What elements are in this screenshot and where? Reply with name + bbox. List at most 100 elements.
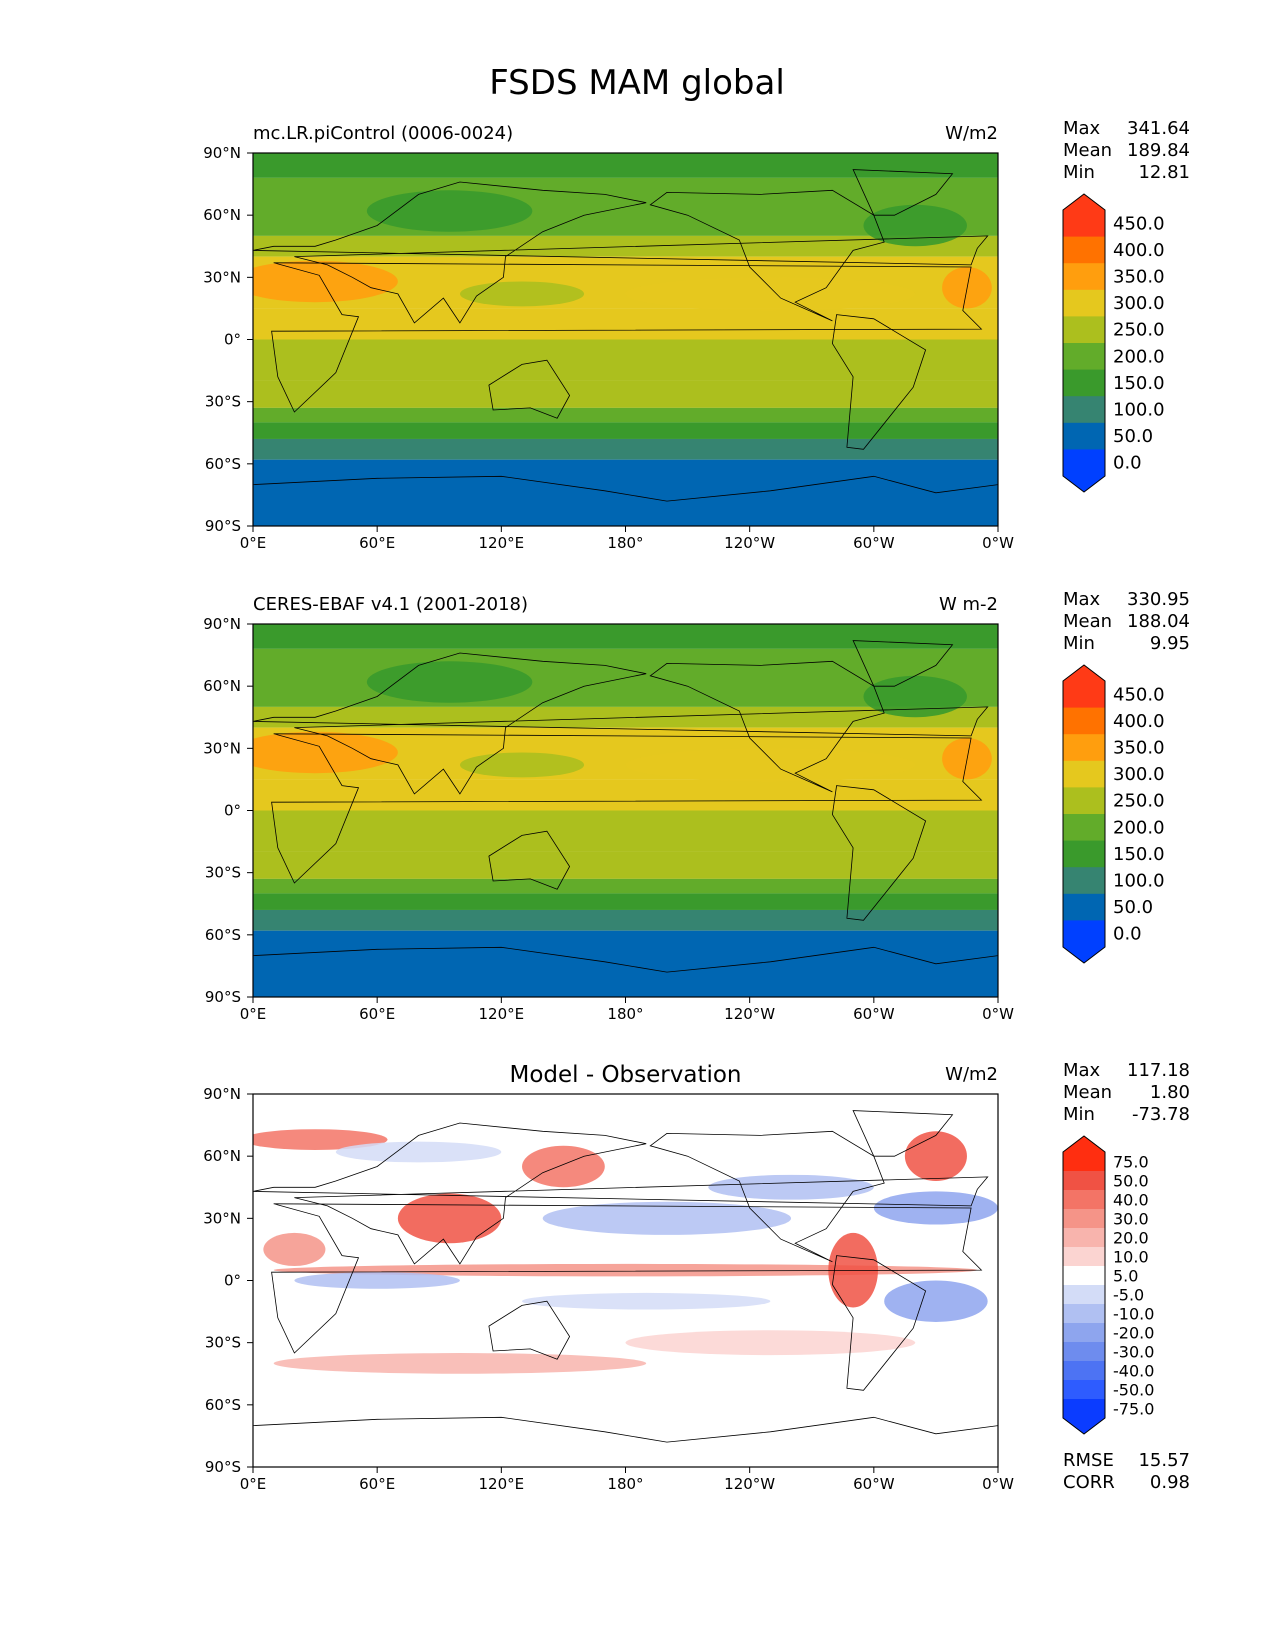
y-tick-label: 60°S bbox=[205, 926, 241, 944]
colorbar-extend-max bbox=[1063, 665, 1105, 681]
colorbar-tick-label: 0.0 bbox=[1113, 924, 1142, 945]
coastline bbox=[852, 1110, 954, 1157]
y-tick-label: 30°S bbox=[205, 1334, 241, 1352]
colorbar-swatch bbox=[1063, 316, 1105, 344]
colorbar-swatch bbox=[1063, 1209, 1105, 1229]
colorbar-swatch bbox=[1063, 920, 1105, 948]
stat-label: Mean bbox=[1063, 611, 1112, 632]
stat-value: 330.95 bbox=[1127, 589, 1190, 610]
field-region bbox=[863, 204, 967, 247]
coastline bbox=[253, 946, 998, 997]
field-anomaly bbox=[522, 1145, 605, 1188]
field-region bbox=[625, 748, 916, 782]
x-tick-label: 120°W bbox=[724, 1475, 775, 1493]
colorbar-swatch bbox=[1063, 707, 1105, 735]
metric-label: RMSE bbox=[1063, 1450, 1114, 1471]
x-tick-label: 60°W bbox=[853, 1475, 895, 1493]
colorbar: 450.0 400.0 350.0 300.0 250.0 200.0 150.0 100.0… bbox=[1062, 193, 1165, 493]
colorbar-tick-label: -75.0 bbox=[1113, 1400, 1154, 1419]
coastline bbox=[488, 830, 571, 890]
colorbar-extend-max bbox=[1063, 1136, 1105, 1152]
field-region bbox=[625, 277, 916, 311]
stat-value: 12.81 bbox=[1138, 162, 1190, 183]
colorbar-swatch bbox=[1063, 1152, 1105, 1172]
metric-value: 0.98 bbox=[1150, 1472, 1190, 1493]
colorbar-tick-label: 100.0 bbox=[1113, 871, 1165, 892]
colorbar-tick-label: 250.0 bbox=[1113, 791, 1165, 812]
field-band bbox=[253, 624, 998, 649]
y-tick-label: 0° bbox=[224, 802, 241, 820]
colorbar: 75.050.040.030.020.010.05.0-5.0-10.0-20.… bbox=[1062, 1135, 1154, 1435]
figure-title: FSDS MAM global bbox=[489, 63, 785, 103]
field-band bbox=[253, 407, 998, 423]
colorbar-outline bbox=[1062, 1135, 1106, 1435]
field-anomaly bbox=[625, 1330, 916, 1356]
field-region bbox=[253, 260, 398, 303]
map-field bbox=[253, 153, 998, 526]
colorbar-tick-label: 200.0 bbox=[1113, 817, 1165, 838]
colorbar-tick-label: 350.0 bbox=[1113, 267, 1165, 288]
colorbar-extend-max bbox=[1063, 194, 1105, 210]
field-anomaly bbox=[273, 1353, 647, 1374]
field-band bbox=[253, 909, 998, 931]
field-region bbox=[863, 675, 967, 718]
y-tick-label: 60°N bbox=[203, 206, 241, 224]
stat-label: Max bbox=[1063, 1060, 1101, 1081]
map-field bbox=[253, 1094, 998, 1467]
stat-value: 189.84 bbox=[1127, 140, 1190, 161]
x-tick-label: 180° bbox=[607, 1005, 643, 1023]
colorbar-extend-min bbox=[1063, 947, 1105, 963]
field-band bbox=[253, 878, 998, 894]
field-region bbox=[459, 752, 585, 778]
colorbar-swatch bbox=[1063, 681, 1105, 709]
colorbar: 450.0 400.0 350.0 300.0 250.0 200.0 150.0 100.0… bbox=[1062, 664, 1165, 964]
field-band bbox=[253, 779, 998, 811]
panel-title: Model - Observation bbox=[509, 1062, 741, 1088]
colorbar-tick-label: -30.0 bbox=[1113, 1343, 1154, 1362]
colorbar-extend-min bbox=[1063, 476, 1105, 492]
colorbar-tick-label: 450.0 bbox=[1113, 213, 1165, 234]
coastline bbox=[831, 1255, 927, 1391]
y-tick-label: 0° bbox=[224, 331, 241, 349]
colorbar-swatch bbox=[1063, 893, 1105, 921]
y-tick-label: 60°N bbox=[203, 677, 241, 695]
metric-label: CORR bbox=[1063, 1472, 1115, 1493]
colorbar-swatch bbox=[1063, 760, 1105, 788]
field-region bbox=[366, 190, 533, 232]
colorbar-swatch bbox=[1063, 343, 1105, 371]
colorbar-tick-label: 150.0 bbox=[1113, 373, 1165, 394]
colorbar-swatch bbox=[1063, 867, 1105, 895]
colorbar-tick-label: 100.0 bbox=[1113, 400, 1165, 421]
map-field bbox=[253, 624, 998, 997]
stat-value: 117.18 bbox=[1127, 1060, 1190, 1081]
field-band bbox=[253, 308, 998, 340]
colorbar-tick-label: 300.0 bbox=[1113, 764, 1165, 785]
panel-title: mc.LR.piControl (0006-0024) bbox=[253, 123, 513, 144]
stat-label: Min bbox=[1063, 633, 1095, 654]
y-tick-label: 0° bbox=[224, 1272, 241, 1290]
y-tick-label: 90°N bbox=[203, 1085, 241, 1103]
stat-value: -73.78 bbox=[1132, 1104, 1190, 1125]
stat-value: 341.64 bbox=[1127, 118, 1190, 139]
y-tick-label: 60°S bbox=[205, 455, 241, 473]
field-band bbox=[253, 153, 998, 178]
colorbar-swatch bbox=[1063, 814, 1105, 842]
panel-ref: 0°E 60°E 120°E 180° 120°W 60°W 0°W 90°N 60°N 30°N… bbox=[203, 589, 1190, 1023]
y-tick-label: 30°S bbox=[205, 393, 241, 411]
field-band bbox=[253, 438, 998, 460]
colorbar-outline bbox=[1062, 664, 1106, 964]
panel-units: W/m2 bbox=[945, 123, 998, 144]
field-band bbox=[253, 893, 998, 910]
colorbar-tick-label: 400.0 bbox=[1113, 711, 1165, 732]
panel-diff: 0°E 60°E 120°E 180° 120°W 60°W 0°W 90°N 60°N 30°N… bbox=[203, 1060, 1190, 1493]
y-tick-label: 30°N bbox=[203, 1209, 241, 1227]
colorbar-tick-label: 20.0 bbox=[1113, 1229, 1149, 1248]
colorbar-tick-label: 5.0 bbox=[1113, 1267, 1138, 1286]
colorbar-swatch bbox=[1063, 236, 1105, 264]
colorbar-swatch bbox=[1063, 263, 1105, 291]
y-tick-label: 90°S bbox=[205, 988, 241, 1006]
coastline bbox=[253, 475, 998, 526]
coastline bbox=[852, 640, 954, 687]
field-region bbox=[366, 661, 533, 703]
stat-label: Mean bbox=[1063, 140, 1112, 161]
